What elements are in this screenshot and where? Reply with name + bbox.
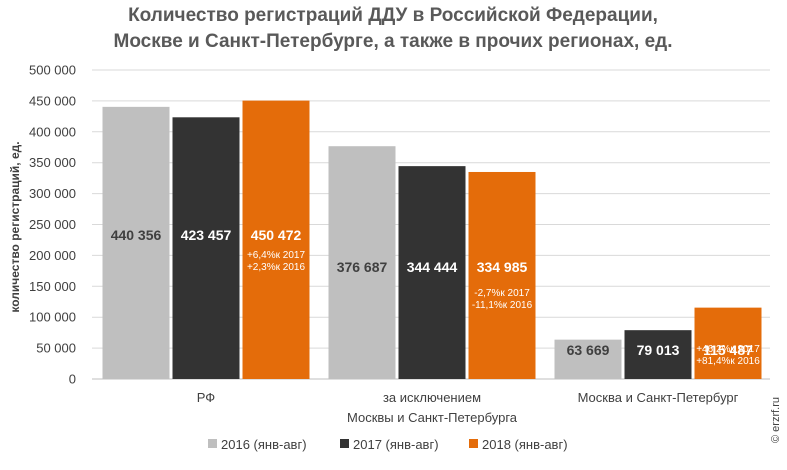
- bar: [242, 100, 310, 379]
- y-tick-label: 50 000: [36, 341, 76, 356]
- data-label: 423 457: [181, 227, 232, 243]
- data-label: 63 669: [567, 342, 610, 358]
- x-category-label: за исключением: [383, 390, 481, 405]
- y-tick-label: 300 000: [29, 186, 76, 201]
- y-axis-label: количество регистраций, ед.: [8, 141, 22, 312]
- data-label: 440 356: [111, 227, 162, 243]
- legend-swatch: [340, 439, 349, 448]
- bar: [554, 339, 622, 379]
- bar: [624, 330, 692, 379]
- x-category-label: Москва и Санкт-Петербург: [578, 390, 739, 405]
- y-tick-label: 150 000: [29, 279, 76, 294]
- y-tick-label: 500 000: [29, 63, 76, 78]
- y-tick-label: 250 000: [29, 217, 76, 232]
- data-label: 376 687: [337, 259, 388, 275]
- legend-label: 2018 (янв-авг): [482, 437, 568, 452]
- data-annotation: -11,1%к 2016: [472, 300, 533, 311]
- bar: [172, 117, 240, 379]
- data-annotation: +2,3%к 2016: [247, 262, 305, 273]
- data-label: 334 985: [477, 259, 528, 275]
- data-annotation: +81,4%к 2016: [696, 356, 760, 367]
- chart-title-line: Количество регистраций ДДУ в Российской …: [128, 5, 658, 26]
- x-category-label: РФ: [197, 390, 216, 405]
- data-annotation: +6,4%к 2017: [247, 250, 305, 261]
- data-labels: 440 356 423 457 450 472 +6,4%к 2017+2,3%к 2…: [111, 227, 761, 367]
- watermark: © erzrf.ru: [770, 397, 782, 443]
- chart-title: Количество регистраций ДДУ в Российской …: [114, 5, 673, 52]
- data-annotation: -2,7%к 2017: [474, 288, 530, 299]
- y-tick-label: 0: [69, 372, 76, 387]
- y-tick-label: 400 000: [29, 124, 76, 139]
- y-tick-label: 350 000: [29, 155, 76, 170]
- legend: 2016 (янв-авг) 2017 (янв-авг) 2018 (янв-ав…: [208, 437, 568, 452]
- y-axis-ticks: 0 50 000 100 000 150 000 200 000 250 000 300 0…: [29, 63, 76, 387]
- bars: [102, 100, 762, 380]
- bar: [398, 166, 466, 379]
- y-tick-label: 200 000: [29, 248, 76, 263]
- legend-label: 2017 (янв-авг): [353, 437, 439, 452]
- legend-swatch: [469, 439, 478, 448]
- chart-title-line: Москве и Санкт-Петербурге, а также в про…: [114, 31, 673, 52]
- data-label: 115 487: [703, 342, 753, 358]
- legend-swatch: [208, 439, 217, 448]
- y-tick-label: 100 000: [29, 310, 76, 325]
- bar: [468, 171, 536, 379]
- x-category-label: Москвы и Санкт-Петербурга: [347, 410, 518, 425]
- legend-label: 2016 (янв-авг): [221, 437, 307, 452]
- data-label: 344 444: [407, 259, 458, 275]
- data-annotation: +46,2%к 2017: [696, 344, 760, 355]
- bar: [102, 106, 170, 380]
- data-label: 79 013: [637, 342, 680, 358]
- bar: [694, 307, 762, 379]
- data-label: 450 472: [251, 227, 302, 243]
- x-axis-categories: РФ за исключением Москвы и Санкт-Петербург…: [197, 390, 739, 425]
- bar: [328, 146, 396, 379]
- y-tick-label: 450 000: [29, 93, 76, 108]
